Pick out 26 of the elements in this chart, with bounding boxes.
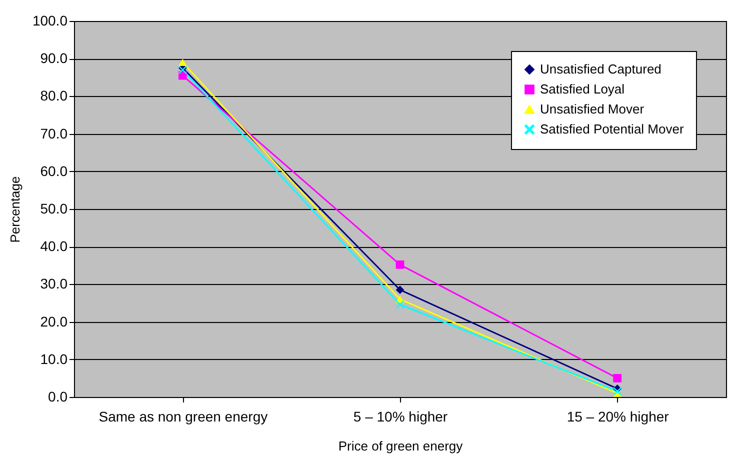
y-tick-label: 60.0	[40, 162, 68, 179]
y-tick-label: 70.0	[40, 125, 68, 142]
x-tick-label: 15 – 20% higher	[566, 408, 670, 424]
y-axis-title: Percentage	[7, 176, 22, 243]
point	[613, 387, 622, 396]
y-tick-label: 40.0	[40, 238, 68, 254]
point	[613, 374, 622, 382]
legend-label: Satisfied Potential Mover	[540, 122, 684, 136]
y-tick-label: 20.0	[40, 313, 68, 330]
point	[396, 260, 404, 269]
y-tick-label: 90.0	[40, 50, 68, 66]
x-tick-label: Same as non green energy	[98, 408, 268, 424]
x-axis-title: Price of green energy	[338, 438, 464, 454]
legend-label: Unsatisfied Captured	[540, 62, 662, 76]
point	[396, 286, 404, 294]
point	[396, 300, 404, 309]
y-tick-label: 30.0	[40, 276, 68, 292]
point	[178, 58, 187, 66]
y-tick-label: 80.0	[40, 88, 68, 104]
y-tick-label: 50.0	[40, 200, 68, 216]
y-tick-label: 100.0	[32, 12, 68, 28]
legend-label: Satisfied Loyal	[540, 82, 625, 96]
y-tick-label: 10.0	[40, 350, 68, 367]
legend-label: Unsatisfied Mover	[540, 102, 645, 116]
y-tick-label: 0.0	[48, 388, 68, 404]
x-tick-label: 5 – 10% higher	[353, 408, 448, 424]
